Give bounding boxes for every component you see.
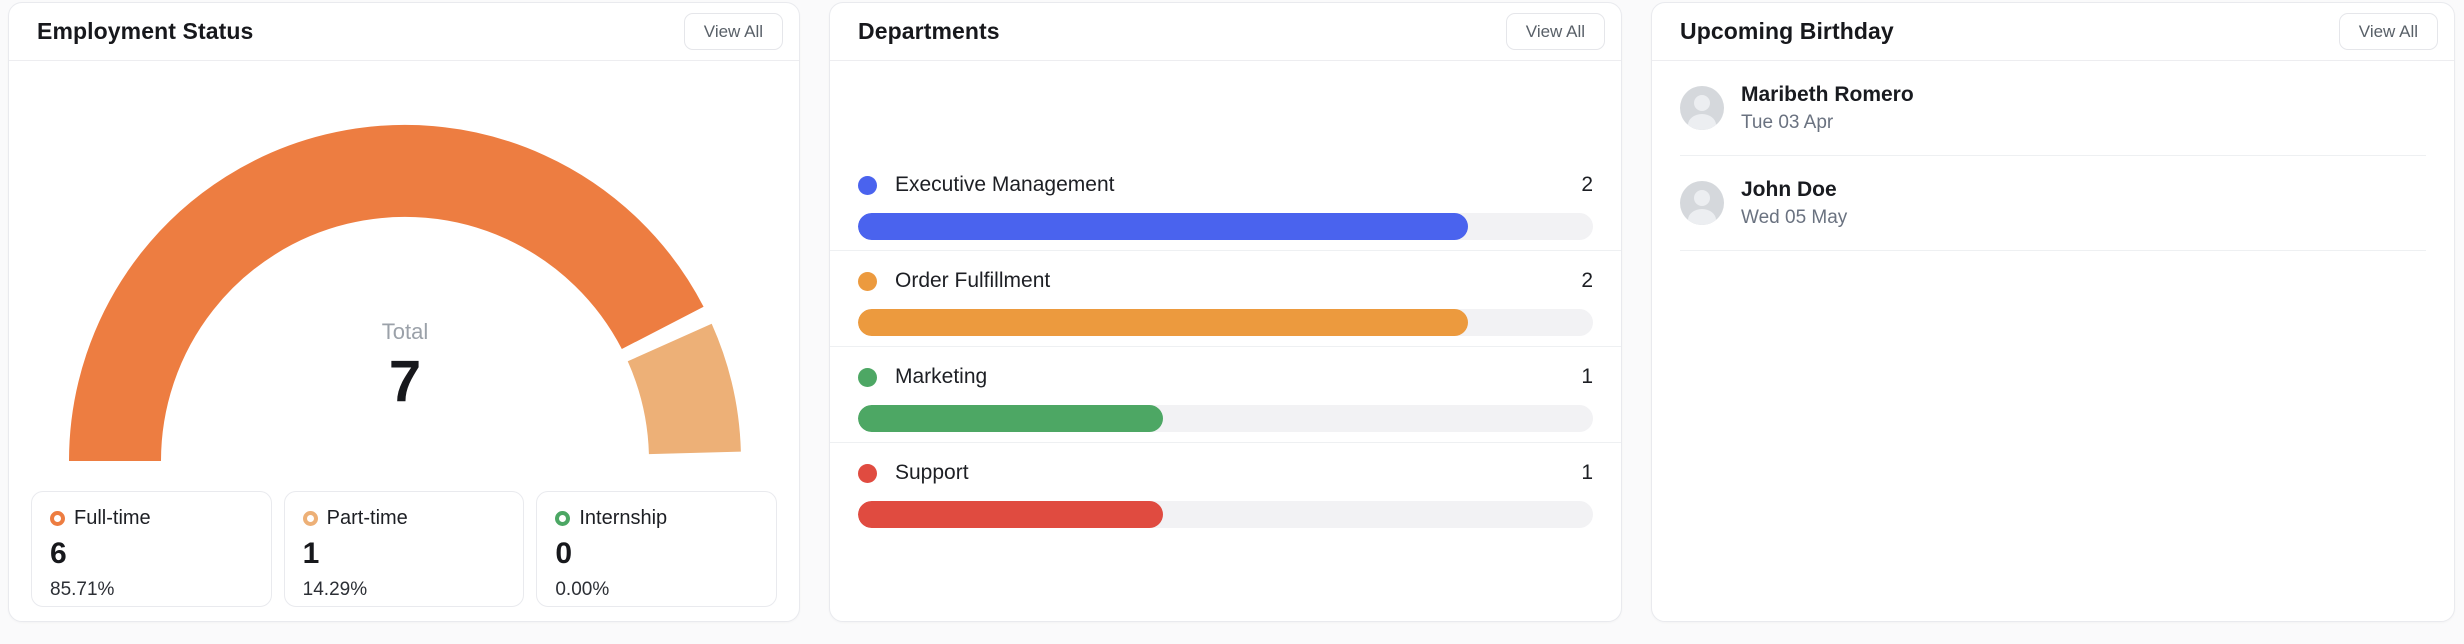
birthday-person-name: Maribeth Romero	[1741, 83, 1914, 106]
gauge-svg	[69, 124, 741, 462]
stat-card-full-time: Full-time 6 85.71%	[31, 491, 272, 607]
dashboard: Employment Status View All Total 7 Full-…	[8, 2, 2455, 622]
departments-card: Departments View All Executive Managemen…	[829, 2, 1622, 622]
panel-title: Upcoming Birthday	[1680, 18, 1894, 44]
birthday-date: Tue 03 Apr	[1741, 112, 1834, 134]
status-ring-icon	[50, 511, 65, 526]
department-label: Executive Management	[895, 173, 1115, 196]
department-bar-track	[858, 501, 1593, 528]
stat-label: Part-time	[326, 507, 408, 529]
stat-value: 0	[555, 537, 573, 570]
stat-percentage: 85.71%	[50, 579, 115, 600]
department-bar-track	[858, 213, 1593, 240]
department-dot	[858, 175, 877, 195]
department-bar-fill	[858, 309, 1469, 336]
status-ring-icon	[302, 511, 318, 526]
stat-card-internship: Internship 0 0.00%	[536, 491, 778, 607]
stat-percentage: 0.00%	[555, 579, 610, 600]
gauge-segment-part-time	[627, 323, 741, 456]
panel-title: Departments	[858, 18, 1000, 44]
department-bar-fill	[858, 501, 1164, 528]
panel-title: Employment Status	[37, 18, 254, 44]
department-row: Executive Management 2	[830, 155, 1621, 251]
upcoming-birthday-card: Upcoming Birthday View All Maribeth Rome…	[1651, 2, 2455, 622]
stat-card-part-time: Part-time 1 14.29%	[283, 491, 525, 607]
birthday-list-item: Maribeth Romero Tue 03 Apr	[1680, 61, 2426, 157]
department-bar-fill	[858, 213, 1469, 240]
department-label: Support	[895, 461, 969, 484]
departments-list: Executive Management 2 Order Fulfillment…	[830, 155, 1621, 539]
avatar	[1680, 181, 1724, 226]
department-count: 1	[1581, 461, 1593, 484]
employment-stats-row: Full-time 6 85.71% Part-time 1 14.29% In…	[9, 491, 799, 607]
stat-value: 6	[50, 537, 67, 570]
department-count: 2	[1581, 173, 1593, 196]
department-bar-track	[858, 405, 1593, 432]
department-bar-track	[858, 309, 1593, 336]
employment-status-header: Employment Status View All	[9, 3, 799, 61]
gauge-segment-full-time	[69, 124, 704, 462]
department-count: 1	[1581, 365, 1593, 388]
upcoming-birthday-header: Upcoming Birthday View All	[1652, 3, 2454, 61]
birthday-date: Wed 05 May	[1741, 207, 1848, 229]
department-dot	[858, 367, 877, 387]
person-icon	[1688, 95, 1716, 131]
avatar	[1680, 86, 1724, 131]
department-dot	[858, 271, 877, 291]
department-row: Marketing 1	[830, 347, 1621, 443]
person-icon	[1688, 190, 1716, 226]
birthday-list: Maribeth Romero Tue 03 Apr John Doe Wed …	[1652, 61, 2454, 252]
employment-gauge-chart: Total 7	[9, 61, 799, 463]
department-label: Order Fulfillment	[895, 269, 1051, 292]
department-bar-fill	[858, 405, 1164, 432]
employment-status-card: Employment Status View All Total 7 Full-…	[8, 2, 800, 622]
stat-percentage: 14.29%	[302, 579, 368, 600]
department-dot	[858, 463, 877, 483]
stat-label: Full-time	[74, 507, 151, 529]
departments-view-all-button[interactable]: View All	[1505, 13, 1605, 50]
department-row: Order Fulfillment 2	[830, 251, 1621, 347]
status-ring-icon	[555, 511, 571, 526]
department-row: Support 1	[830, 443, 1621, 539]
stat-value: 1	[302, 537, 320, 570]
birthday-view-all-button[interactable]: View All	[2338, 13, 2438, 50]
birthday-list-item: John Doe Wed 05 May	[1680, 156, 2426, 252]
departments-header: Departments View All	[830, 3, 1621, 61]
birthday-person-name: John Doe	[1741, 178, 1837, 202]
employment-view-all-button[interactable]: View All	[683, 13, 783, 50]
department-count: 2	[1581, 269, 1593, 292]
stat-label: Internship	[579, 507, 668, 529]
department-label: Marketing	[895, 365, 988, 388]
